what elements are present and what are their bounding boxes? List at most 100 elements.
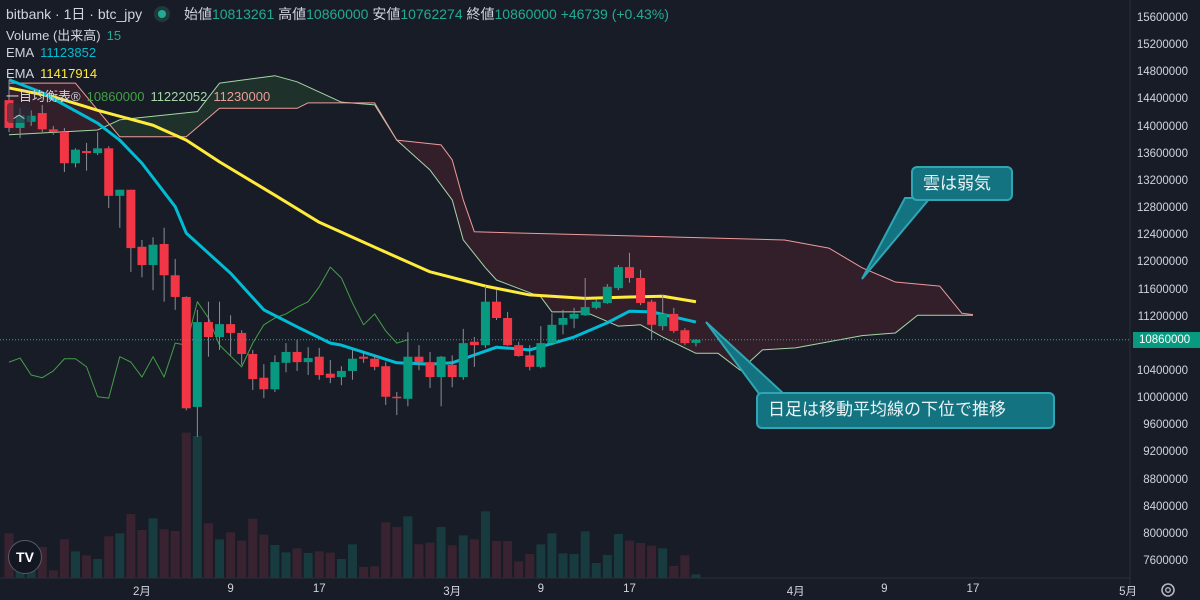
- volume-bar: [503, 541, 513, 578]
- candle-down: [37, 113, 47, 130]
- volume-bar: [425, 542, 435, 578]
- price-axis-label: 14400000: [1136, 93, 1188, 106]
- cloud-segment: [297, 81, 309, 109]
- candle-up: [436, 356, 446, 378]
- cloud-segment: [718, 238, 730, 362]
- time-axis-label: 9: [881, 583, 888, 595]
- cloud-segment: [274, 75, 286, 109]
- ichimoku-legend[interactable]: 一目均衡表® 10860000 11222052 11230000: [6, 86, 270, 105]
- ema-slow-legend[interactable]: EMA 11417914: [6, 66, 97, 81]
- candle-up: [26, 115, 36, 122]
- cloud-segment: [418, 142, 431, 171]
- volume-bar: [248, 518, 258, 578]
- cloud-segment: [817, 246, 829, 344]
- volume-bar: [325, 552, 335, 578]
- volume-bar: [558, 553, 568, 578]
- price-axis-label: 9200000: [1143, 446, 1188, 459]
- candle-down: [248, 353, 258, 380]
- tradingview-logo[interactable]: TV: [8, 540, 42, 574]
- volume-bar: [137, 530, 147, 578]
- candle-down: [170, 275, 180, 297]
- gear-icon[interactable]: [1160, 582, 1176, 598]
- candle-down: [292, 351, 302, 363]
- time-axis-label: 5月: [1119, 586, 1138, 598]
- candle-down: [647, 301, 657, 325]
- cloud-segment: [263, 75, 275, 109]
- cloud-segment: [596, 235, 608, 322]
- cloud-callout-pointer: [861, 197, 933, 280]
- cloud-segment: [895, 282, 907, 333]
- open-label: 始値: [183, 6, 212, 22]
- volume-bar: [436, 527, 446, 578]
- price-axis-label: 12400000: [1136, 229, 1188, 242]
- price-axis-label: 13600000: [1136, 147, 1188, 160]
- cloud-segment: [540, 233, 552, 312]
- cloud-segment: [618, 235, 630, 327]
- candle-down: [359, 356, 369, 359]
- cloud-segment: [939, 286, 951, 316]
- volume-bar: [392, 527, 402, 578]
- volume-bar: [658, 548, 668, 578]
- volume-bar: [115, 533, 125, 578]
- candle-up: [591, 301, 601, 308]
- cloud-segment: [695, 237, 708, 354]
- cloud-segment: [219, 81, 231, 109]
- candle-down: [325, 373, 335, 378]
- volume-bar: [170, 531, 180, 578]
- price-axis-label: 15600000: [1136, 12, 1188, 24]
- price-axis-label: 10400000: [1136, 364, 1188, 377]
- candle-down: [237, 332, 247, 354]
- price-axis-label: 14000000: [1136, 120, 1188, 133]
- high-label: 高値: [278, 6, 307, 22]
- cloud-segment: [563, 234, 575, 312]
- volume-legend[interactable]: Volume (出来高) 15: [6, 25, 121, 44]
- cloud-segment: [574, 234, 586, 312]
- price-axis-label: 14800000: [1136, 66, 1188, 79]
- price-axis-label: 11200000: [1137, 310, 1188, 323]
- time-axis-label: 3月: [443, 586, 462, 598]
- cloud-segment: [474, 231, 486, 268]
- volume-bar: [636, 543, 646, 578]
- cloud-bearish-callout[interactable]: 雲は弱気: [911, 166, 1013, 201]
- volume-bar: [37, 547, 47, 578]
- time-axis-label: 17: [966, 583, 980, 595]
- volume-bar: [192, 436, 202, 578]
- below-moving-average-callout[interactable]: 日足は移動平均線の下位で推移: [756, 392, 1055, 429]
- volume-bar: [602, 555, 612, 578]
- symbol-legend[interactable]: bitbank · 1日 · btc_jpy 始値10813261 高値1086…: [6, 4, 669, 24]
- price-axis-label: 12800000: [1136, 202, 1188, 215]
- candle-down: [492, 301, 502, 319]
- ema-fast-label: EMA: [6, 45, 35, 60]
- volume-bar: [347, 544, 357, 578]
- candle-down: [314, 356, 324, 376]
- cloud-segment: [795, 241, 807, 348]
- price-axis-label: 8800000: [1143, 473, 1188, 486]
- volume-bar: [680, 555, 690, 578]
- price-axis-label: 8400000: [1143, 500, 1188, 513]
- candle-up: [148, 244, 158, 266]
- candle-down: [669, 313, 679, 331]
- price-axis-label: 10000000: [1136, 392, 1188, 405]
- volume-bar: [525, 554, 535, 578]
- price-axis-label: 7600000: [1143, 555, 1188, 567]
- price-axis-label: 8000000: [1143, 527, 1188, 540]
- price-axis-label: 9600000: [1143, 419, 1188, 432]
- cloud-segment: [928, 285, 940, 316]
- time-axis-label: 9: [227, 583, 234, 595]
- price-axis-label: 12000000: [1136, 256, 1188, 269]
- candle-down: [226, 324, 236, 333]
- candle-up: [115, 189, 125, 196]
- symbol-title[interactable]: bitbank · 1日 · btc_jpy: [6, 6, 143, 22]
- candle-down: [159, 244, 169, 276]
- price-axis-label: 15200000: [1136, 39, 1188, 52]
- time-axis-label: 17: [623, 583, 636, 595]
- ema-fast-legend[interactable]: EMA 11123852: [6, 45, 96, 60]
- low-value: 10762274: [400, 6, 463, 22]
- cloud-segment: [208, 83, 220, 118]
- candle-down: [82, 151, 92, 154]
- volume-bar: [381, 522, 391, 578]
- volume-bar: [270, 545, 280, 578]
- collapse-legend-button[interactable]: ︿: [7, 103, 31, 123]
- volume-bar: [126, 514, 136, 578]
